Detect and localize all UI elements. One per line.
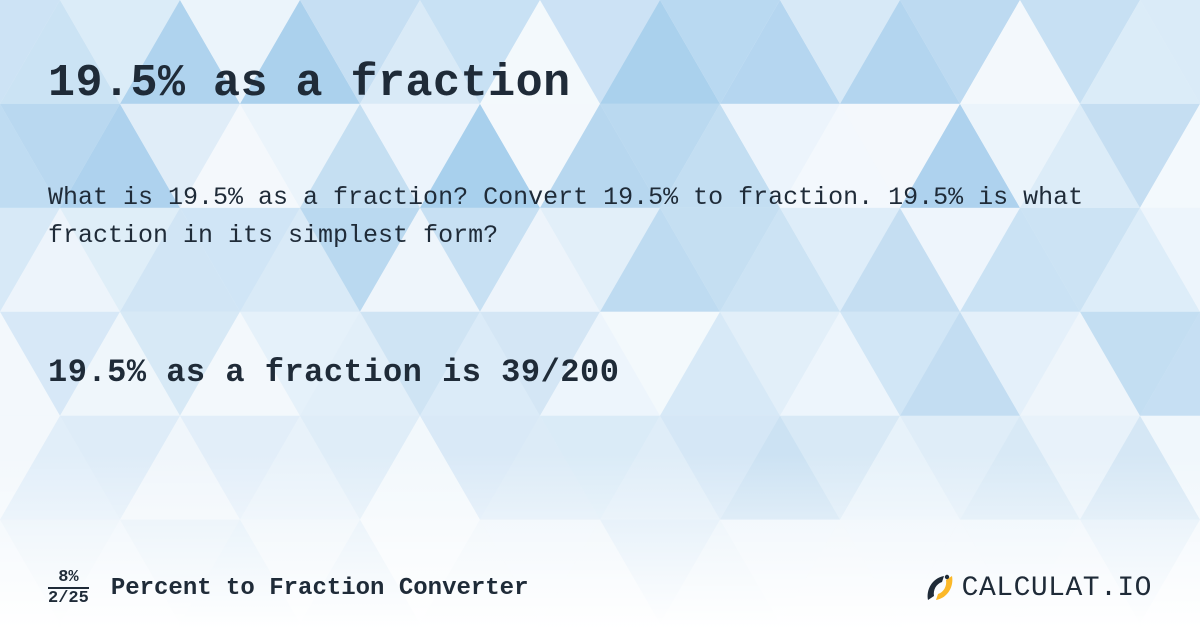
percent-fraction-icon: 8% 2/25 (48, 569, 89, 608)
question-text: What is 19.5% as a fraction? Convert 19.… (48, 179, 1098, 254)
brand-logo-icon (922, 570, 958, 606)
footer-title: Percent to Fraction Converter (111, 575, 529, 602)
footer: 8% 2/25 Percent to Fraction Converter CA… (0, 546, 1200, 630)
brand: CALCULAT.IO (922, 570, 1152, 606)
page-title: 19.5% as a fraction (48, 58, 1152, 109)
footer-left: 8% 2/25 Percent to Fraction Converter (48, 569, 528, 608)
brand-logo-text: CALCULAT.IO (962, 573, 1152, 604)
answer-text: 19.5% as a fraction is 39/200 (48, 354, 1152, 391)
main-content: 19.5% as a fraction What is 19.5% as a f… (0, 0, 1200, 630)
